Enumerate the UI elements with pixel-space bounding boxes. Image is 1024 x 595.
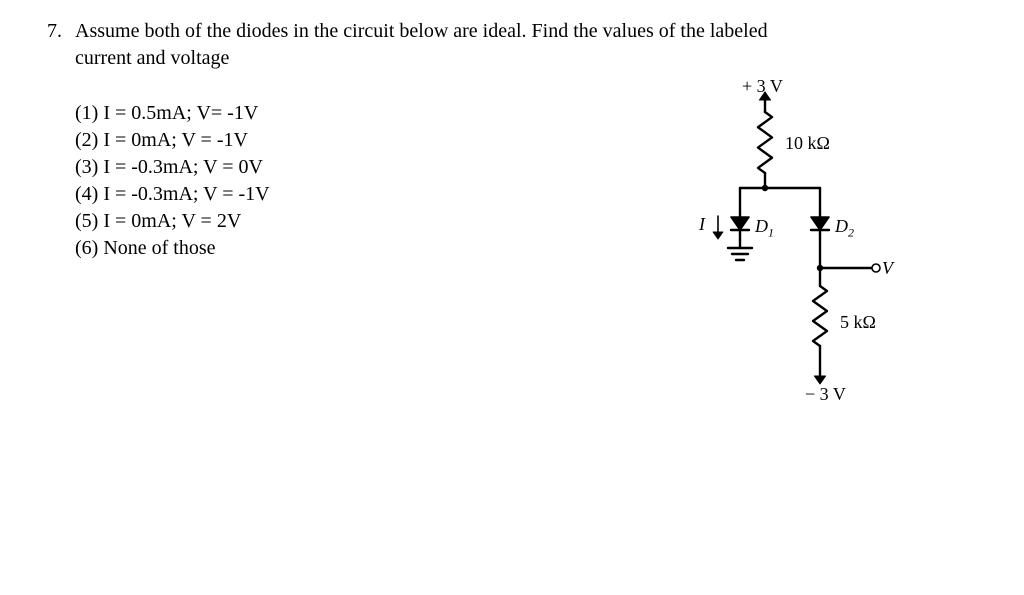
option-2: (2) I = 0mA; V = -1V (75, 127, 270, 154)
question-number: 7. (47, 18, 62, 45)
page: 7. Assume both of the diodes in the circ… (0, 0, 1024, 595)
option-1: (1) I = 0.5mA; V= -1V (75, 100, 270, 127)
option-4: (4) I = -0.3mA; V = -1V (75, 181, 270, 208)
i-label: I (699, 214, 705, 235)
v-label: V (882, 258, 893, 279)
circuit-svg (690, 78, 990, 428)
option-5: (5) I = 0mA; V = 2V (75, 208, 270, 235)
r1-label: 10 kΩ (785, 133, 830, 154)
question-text-line2: current and voltage (75, 47, 229, 69)
question-text-line1: Assume both of the diodes in the circuit… (75, 20, 768, 42)
circuit-diagram: + 3 V 10 kΩ 5 kΩ − 3 V I V D1 D2 (690, 78, 990, 428)
question-block: 7. Assume both of the diodes in the circ… (75, 18, 975, 72)
answer-options: (1) I = 0.5mA; V= -1V (2) I = 0mA; V = -… (75, 100, 270, 262)
option-6: (6) None of those (75, 235, 270, 262)
d2-label: D2 (835, 216, 854, 241)
r2-label: 5 kΩ (840, 312, 876, 333)
option-3: (3) I = -0.3mA; V = 0V (75, 154, 270, 181)
d1-label: D1 (755, 216, 774, 241)
bottom-voltage-label: − 3 V (805, 384, 846, 405)
top-voltage-label: + 3 V (742, 76, 783, 97)
